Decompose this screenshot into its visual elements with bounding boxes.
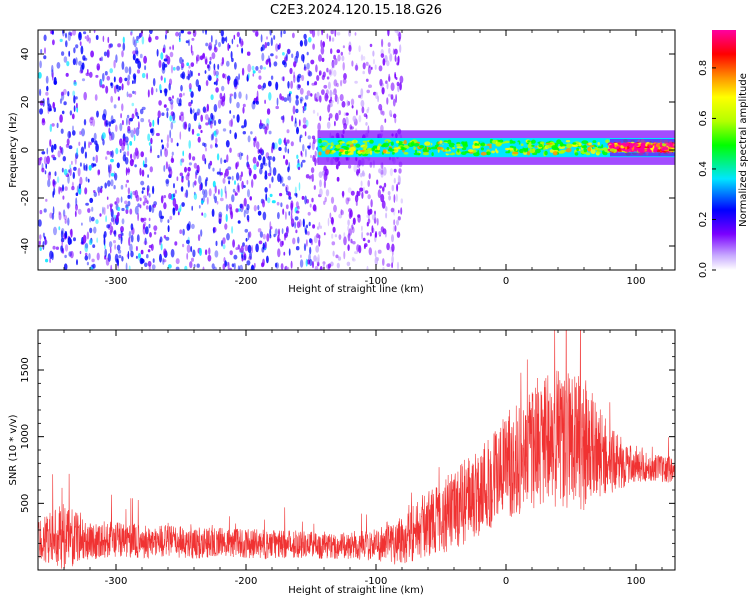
snr-xtick-label: -300 (105, 576, 128, 587)
snr-ytick-label: 1500 (20, 357, 31, 382)
colorbar-tick-label: 0.8 (698, 60, 709, 76)
colorbar-tick-label: 0.0 (698, 262, 709, 278)
spectrogram-region (607, 139, 675, 157)
snr-ylabel: SNR (10 * v/v) (8, 414, 19, 485)
spectrogram-ytick-label: 0 (20, 147, 31, 153)
spectrogram-xlabel: Height of straight line (km) (288, 284, 424, 295)
spectrogram-ylabel: Frequency (Hz) (8, 112, 19, 188)
figure-title: C2E3.2024.120.15.18.G26 (270, 3, 442, 18)
spectrogram-ytick-label: 20 (20, 96, 31, 109)
snr-ytick-label: 1000 (20, 424, 31, 449)
colorbar-gradient (712, 30, 736, 270)
snr-xlabel: Height of straight line (km) (288, 585, 424, 596)
colorbar-ticks: 0.0 0.2 0.4 0.6 0.8 (698, 60, 716, 278)
spectrogram-marks (38, 30, 675, 270)
spectrogram-ytick-label: -20 (20, 190, 31, 206)
snr-panel: -300 -200 -100 0 100 500 1000 1500 Height of st… (8, 329, 676, 596)
colorbar-tick-label: 0.4 (698, 161, 709, 177)
snr-xtick-label: -200 (235, 576, 258, 587)
spectrogram-xtick-label: 100 (626, 276, 645, 287)
spectrogram-xtick-label: 0 (503, 276, 509, 287)
spectrogram-xtick-label: -200 (235, 276, 258, 287)
spectrogram-ytick-label: 40 (20, 48, 31, 61)
spectrogram-xtick-label: -300 (105, 276, 128, 287)
spectrogram-xtick-label: -100 (365, 276, 388, 287)
colorbar-tick-label: 0.2 (698, 212, 709, 228)
colorbar: 0.0 0.2 0.4 0.6 0.8 Normalized spectral ampl… (698, 30, 749, 278)
snr-ytick-label: 500 (20, 494, 31, 513)
colorbar-tick-label: 0.6 (698, 110, 709, 126)
snr-xtick-label: 100 (626, 576, 645, 587)
snr-ticks: -300 -200 -100 0 100 500 1000 1500 (20, 330, 675, 587)
snr-xtick-label: 0 (503, 576, 509, 587)
spectrogram-ytick-label: -40 (20, 238, 31, 254)
snr-xtick-label: -100 (365, 576, 388, 587)
colorbar-label: Normalized spectral amplitude (738, 73, 749, 227)
snr-series-line (38, 330, 675, 569)
